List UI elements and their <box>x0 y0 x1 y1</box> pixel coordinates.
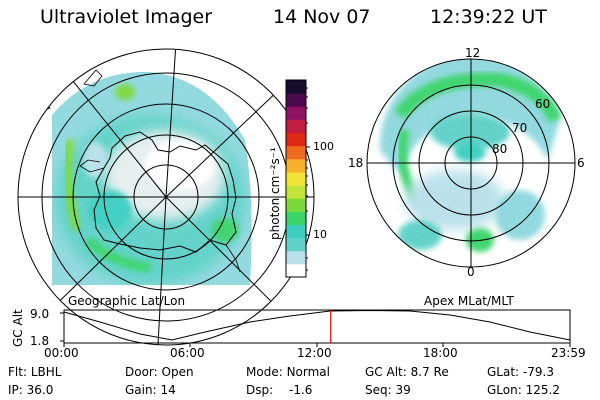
timeline-xtick-0000: 00:00 <box>44 346 79 360</box>
colorbar-cell <box>286 158 306 173</box>
right-panel-caption: Apex MLat/MLT <box>424 294 514 308</box>
colorbar <box>285 79 310 278</box>
colorbar-cell <box>286 145 306 160</box>
timeline-xtick-0600: 06:00 <box>170 346 205 360</box>
left-panel-caption: Geographic Lat/Lon <box>68 294 186 308</box>
colorbar-cell <box>286 198 306 212</box>
mlt-label-18: 18 <box>348 156 364 170</box>
info-ip: IP: 36.0 <box>8 383 54 397</box>
colorbar-cell <box>286 237 306 252</box>
colorbar-cell <box>286 211 306 225</box>
colorbar-unit-label: photon cm⁻²s⁻¹ <box>268 147 282 240</box>
image-date: 14 Nov 07 <box>273 6 371 28</box>
colorbar-cell <box>286 185 306 199</box>
timeline-xtick-2359: 23:59 <box>551 346 586 360</box>
colorbar-tick-100: 100 <box>313 140 334 153</box>
image-time: 12:39:22 UT <box>430 6 547 28</box>
colorbar-tick-10: 10 <box>313 228 327 241</box>
mlat-label-80: 80 <box>492 142 508 156</box>
info-mode: Mode: Normal <box>246 365 330 379</box>
timeline-ytick-min: 1.8 <box>30 334 50 348</box>
info-seq: Seq: 39 <box>365 383 411 397</box>
geographic-map <box>17 48 315 346</box>
colorbar-cell <box>286 93 306 107</box>
magnetic-map <box>366 58 576 268</box>
timeline-xtick-1800: 18:00 <box>423 346 458 360</box>
timeline-ytick-max: 9.0 <box>30 307 50 321</box>
altitude-curve <box>63 309 571 341</box>
mlat-label-70: 70 <box>512 121 528 135</box>
info-glon: GLon: 125.2 <box>487 383 560 397</box>
colorbar-cell <box>286 106 306 120</box>
instrument-title: Ultraviolet Imager <box>40 6 213 28</box>
mlt-label-12: 12 <box>465 46 481 60</box>
info-gain: Gain: 14 <box>125 383 176 397</box>
mlt-label-0: 0 <box>467 265 475 279</box>
info-dsp: Dsp: -1.6 <box>246 383 313 397</box>
colorbar-cell <box>286 250 306 265</box>
mlat-label-60: 60 <box>535 97 551 111</box>
info-filter: Flt: LBHL <box>8 365 62 379</box>
colorbar-cell <box>286 80 306 94</box>
altitude-timeline <box>60 309 571 347</box>
info-door: Door: Open <box>125 365 194 379</box>
info-gc-alt: GC Alt: 8.7 Re <box>365 365 449 379</box>
colorbar-cell <box>286 263 306 278</box>
colorbar-cell <box>286 132 306 147</box>
mlt-label-6: 6 <box>577 156 585 170</box>
colorbar-cell <box>286 119 306 134</box>
info-glat: GLat: -79.3 <box>487 365 554 379</box>
continent-outline <box>93 131 237 253</box>
colorbar-cell <box>286 171 306 186</box>
colorbar-cell <box>286 224 306 239</box>
timeline-ylabel: GC Alt <box>11 309 25 347</box>
timeline-xtick-1200: 12:00 <box>297 346 332 360</box>
